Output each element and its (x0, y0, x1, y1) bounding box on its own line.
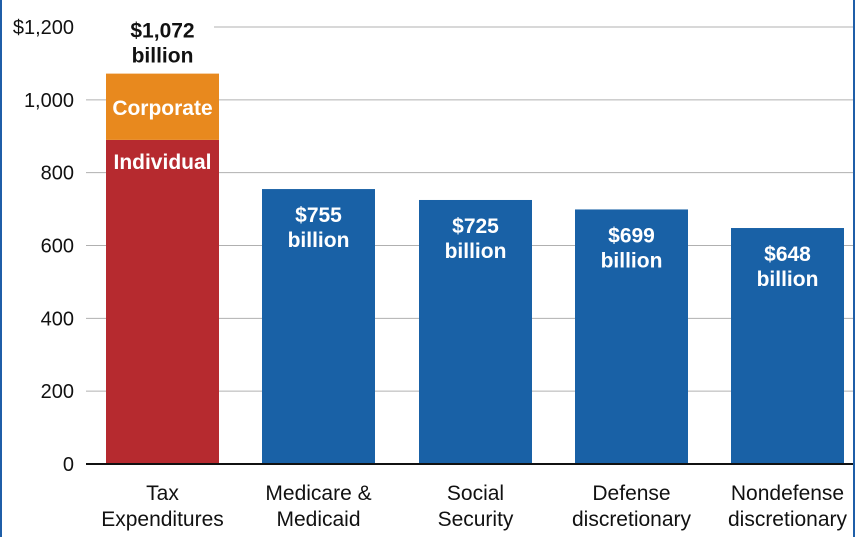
bar (731, 228, 844, 464)
bar-segment-corporate (106, 73, 219, 140)
x-category-label: Security (438, 508, 514, 531)
x-category-label: discretionary (728, 508, 848, 531)
total-value-label: $1,072 (130, 20, 194, 43)
bar (575, 209, 688, 464)
x-category-label: Expenditures (101, 508, 224, 531)
y-tick-label: 1,000 (24, 90, 74, 112)
bar-value-label: $648 (764, 243, 811, 266)
x-category-label: discretionary (572, 508, 692, 531)
bar (262, 189, 375, 464)
bar-unit-label: billion (601, 249, 663, 272)
y-tick-label: 0 (63, 454, 74, 476)
x-category-label: Social (447, 482, 504, 505)
bar-segment-individual (106, 139, 219, 464)
bar-unit-label: billion (445, 240, 507, 263)
bar-value-label: $755 (295, 204, 342, 227)
bar-value-label: $699 (608, 224, 655, 247)
bar-value-label: $725 (452, 215, 499, 238)
y-tick-label: 400 (41, 308, 74, 330)
bar-unit-label: billion (757, 268, 819, 291)
bar (419, 199, 532, 464)
x-category-label: Medicaid (276, 508, 360, 531)
bar-unit-label: billion (288, 229, 350, 252)
x-category-label: Nondefense (731, 482, 844, 505)
x-category-label: Defense (592, 482, 670, 505)
x-category-label: Medicare & (265, 482, 371, 505)
segment-label: Individual (113, 151, 211, 174)
y-tick-label: 800 (41, 163, 74, 185)
y-tick-label: 200 (41, 381, 74, 403)
y-tick-label: $1,200 (13, 17, 74, 39)
y-tick-label: 600 (41, 236, 74, 258)
segment-label: Corporate (112, 97, 212, 120)
x-category-label: Tax (146, 482, 179, 505)
total-unit-label: billion (132, 45, 194, 68)
